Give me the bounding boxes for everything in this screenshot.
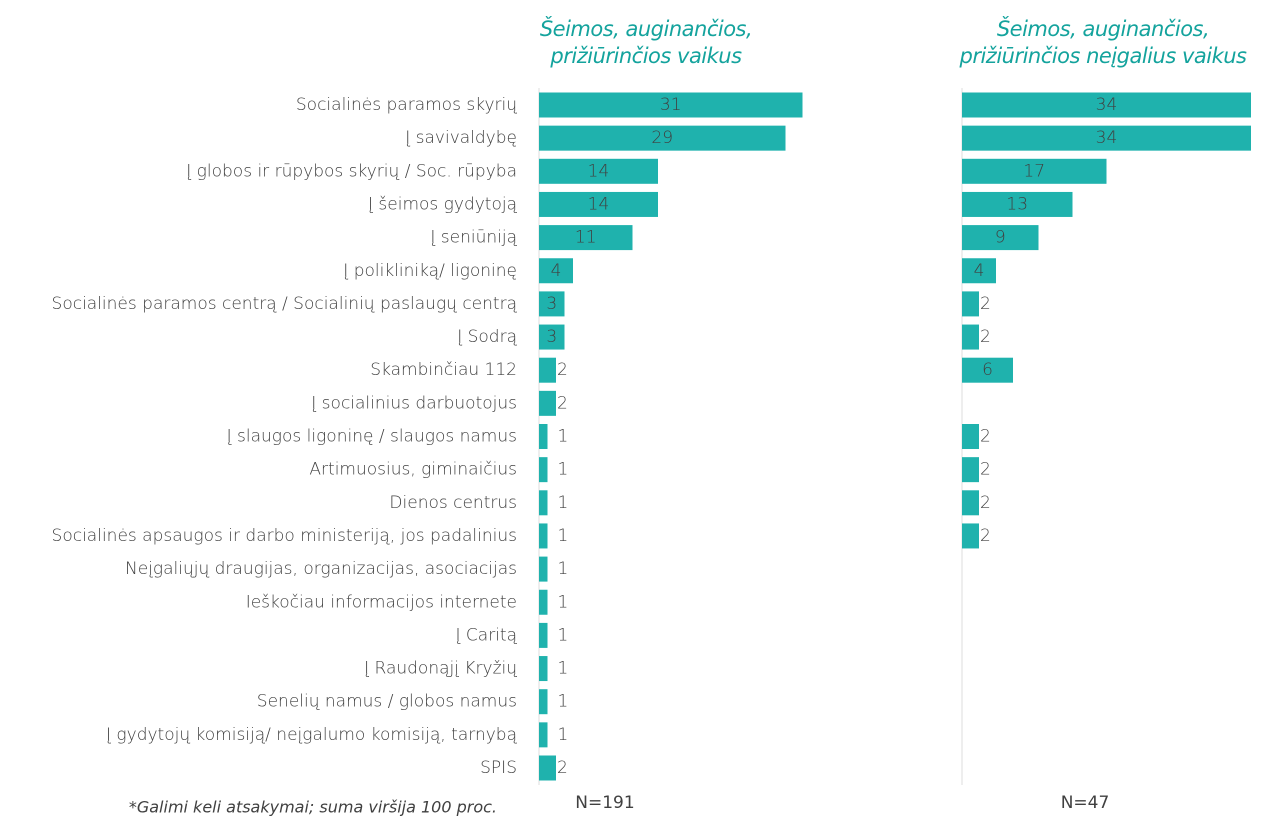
n-label: N=191	[575, 793, 634, 813]
bar	[539, 390, 556, 416]
value-label: 1	[558, 427, 569, 447]
bar	[962, 258, 996, 284]
category-label: Artimuosius, giminaičius	[309, 460, 517, 480]
value-label: 14	[588, 161, 610, 181]
value-label: 34	[1096, 128, 1118, 148]
panel-title: Šeimos, auginančios, prižiūrinčios neįga…	[959, 17, 1248, 68]
bar	[539, 191, 658, 217]
bar	[962, 291, 979, 317]
value-label: 1	[558, 659, 569, 679]
bar	[539, 722, 548, 748]
bar	[962, 191, 1073, 217]
value-label: 3	[546, 327, 557, 347]
bar	[539, 324, 565, 350]
value-label: 2	[980, 294, 991, 314]
value-label: 4	[551, 261, 562, 281]
category-label: Į Caritą	[455, 625, 517, 645]
bar	[962, 324, 979, 350]
bar	[539, 689, 548, 715]
bar	[962, 158, 1107, 184]
bar	[539, 225, 633, 251]
value-label: 13	[1006, 194, 1028, 214]
category-label: Skambinčiau 112	[370, 360, 517, 380]
value-label: 1	[558, 592, 569, 612]
bar	[539, 457, 548, 483]
bar	[962, 457, 979, 483]
footnote: *Galimi keli atsakymai; suma viršija 100…	[129, 798, 497, 817]
bar	[539, 258, 573, 284]
value-label: 1	[558, 460, 569, 480]
bar	[539, 158, 658, 184]
value-label: 2	[980, 493, 991, 513]
category-label: Į Raudonąjį Kryžių	[364, 659, 517, 679]
bar	[539, 357, 556, 383]
value-label: 2	[557, 393, 568, 413]
category-label: Į polikliniką/ ligoninę	[343, 261, 517, 281]
bar	[962, 125, 1251, 151]
bar	[539, 490, 548, 516]
value-label: 17	[1023, 161, 1045, 181]
category-label: Socialinės paramos centrą / Socialinių p…	[52, 294, 518, 314]
bar	[962, 523, 979, 549]
bar	[962, 424, 979, 449]
value-label: 1	[558, 725, 569, 745]
bar	[539, 589, 548, 615]
category-label: Į seniūniją	[430, 228, 517, 248]
value-label: 11	[575, 228, 597, 248]
value-label: 6	[982, 360, 993, 380]
bar	[539, 291, 565, 317]
bar	[539, 125, 786, 151]
category-label: Į globos ir rūpybos skyrių / Soc. rūpyba	[186, 161, 517, 181]
category-label: Į slaugos ligoninę / slaugos namus	[227, 427, 517, 447]
value-label: 1	[558, 625, 569, 645]
category-label: Ieškočiau informacijos internete	[246, 592, 517, 612]
value-label: 9	[995, 228, 1006, 248]
value-label: 1	[558, 493, 569, 513]
value-label: 3	[546, 294, 557, 314]
value-label: 2	[557, 758, 568, 778]
category-label: Socialinės paramos skyrių	[296, 95, 517, 115]
value-label: 14	[588, 194, 610, 214]
value-label: 1	[558, 559, 569, 579]
value-label: 29	[651, 128, 673, 148]
value-label: 2	[557, 360, 568, 380]
bar	[539, 424, 548, 449]
category-label: Į gydytojų komisiją/ neįgalumo komisiją,…	[106, 725, 518, 745]
category-label: Į savivaldybę	[405, 128, 517, 148]
category-label: Į Sodrą	[457, 327, 517, 347]
bar	[539, 523, 548, 549]
value-label: 31	[660, 95, 682, 115]
value-label: 34	[1096, 95, 1118, 115]
bar	[962, 357, 1013, 383]
category-label: Senelių namus / globos namus	[257, 692, 517, 712]
value-label: 2	[980, 460, 991, 480]
category-label: Į šeimos gydytoją	[368, 194, 518, 214]
value-label: 1	[558, 692, 569, 712]
bar	[539, 556, 548, 582]
value-label: 1	[558, 526, 569, 546]
bar	[962, 92, 1251, 118]
bar	[539, 92, 803, 118]
value-label: 2	[980, 427, 991, 447]
bar	[539, 622, 548, 648]
category-label: SPIS	[480, 758, 517, 778]
panel-title: Šeimos, auginančios, prižiūrinčios vaiku…	[539, 17, 753, 68]
category-label: Į socialinius darbuotojus	[311, 393, 517, 413]
category-label: Socialinės apsaugos ir darbo ministeriją…	[52, 526, 517, 546]
bar	[962, 490, 979, 516]
value-label: 2	[980, 526, 991, 546]
category-label: Neįgaliųjų draugijas, organizacijas, aso…	[125, 559, 517, 579]
bar	[962, 225, 1039, 251]
category-label: Dienos centrus	[389, 493, 517, 513]
value-label: 2	[980, 327, 991, 347]
bar	[539, 755, 556, 781]
bar	[539, 656, 548, 682]
n-label: N=47	[1061, 793, 1110, 813]
value-label: 4	[974, 261, 985, 281]
